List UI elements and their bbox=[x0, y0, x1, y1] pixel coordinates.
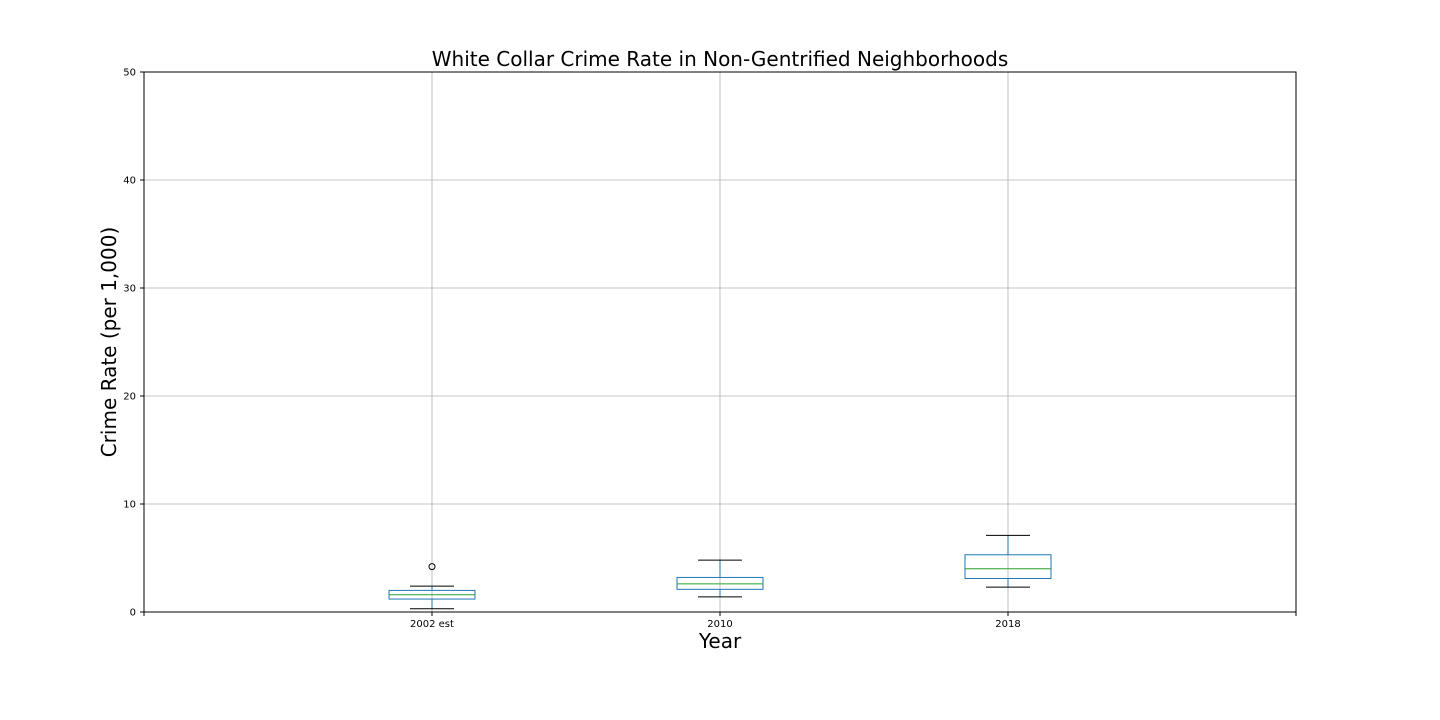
x-axis-label: Year bbox=[698, 629, 742, 653]
iqr-box bbox=[964, 554, 1052, 580]
box-3 bbox=[964, 534, 1052, 588]
iqr-box bbox=[676, 576, 764, 590]
outlier-point bbox=[428, 563, 436, 571]
y-axis-label: Crime Rate (per 1,000) bbox=[97, 227, 121, 458]
y-tick-label: 10 bbox=[123, 500, 136, 511]
boxes bbox=[388, 534, 1052, 610]
y-tick-label: 30 bbox=[123, 284, 136, 295]
y-tick-label: 40 bbox=[123, 176, 136, 187]
y-tick-label: 50 bbox=[123, 68, 136, 79]
x-axis-ticks: 2002 est 2010 2018 bbox=[143, 612, 1297, 630]
x-tick-label: 2010 bbox=[707, 619, 732, 630]
box-2 bbox=[676, 559, 764, 598]
grid-lines bbox=[144, 71, 1296, 613]
x-tick-label: 2002 est bbox=[410, 619, 454, 630]
chart-title: White Collar Crime Rate in Non-Gentrifie… bbox=[432, 47, 1009, 71]
y-tick-label: 0 bbox=[130, 608, 136, 619]
box-1 bbox=[388, 563, 476, 610]
y-tick-label: 20 bbox=[123, 392, 136, 403]
x-tick-label: 2018 bbox=[995, 619, 1020, 630]
y-axis-ticks: 0 10 20 30 40 50 bbox=[123, 68, 144, 619]
